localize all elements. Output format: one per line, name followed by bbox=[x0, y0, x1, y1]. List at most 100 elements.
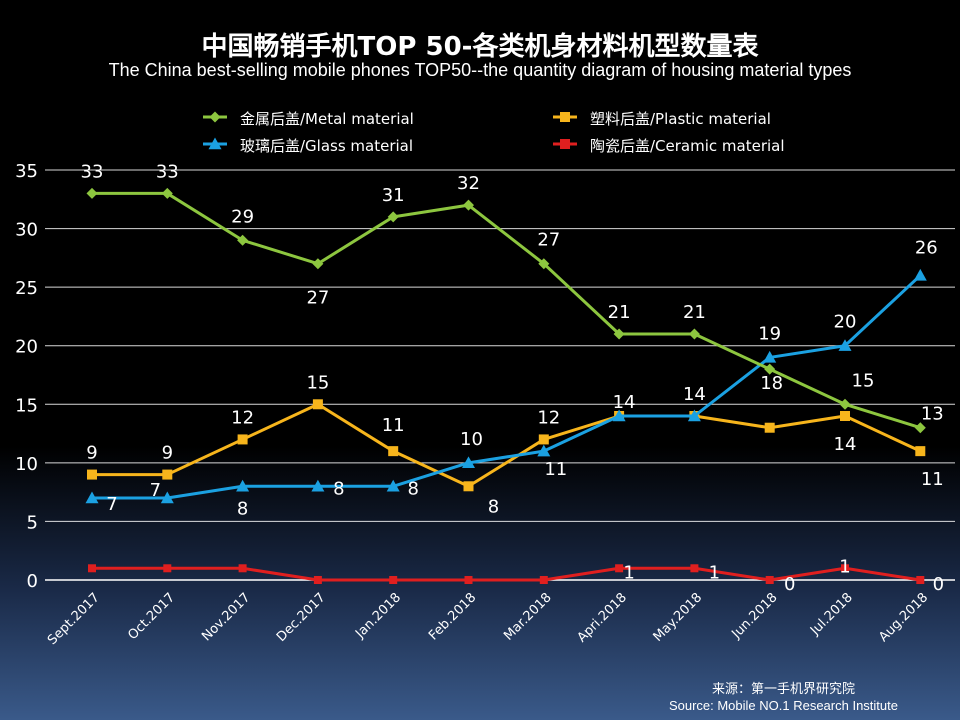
data-label-metal-6: 27 bbox=[537, 230, 560, 251]
x-axis-ticks: Sept.2017 Oct.2017 Nov.2017 Dec.2017 Jan.201… bbox=[45, 590, 931, 648]
point-ceramic-8 bbox=[690, 564, 699, 573]
data-label-metal-3: 27 bbox=[306, 288, 329, 309]
point-glass-4 bbox=[386, 479, 400, 492]
series-lines bbox=[85, 187, 927, 584]
legend-glass[interactable]: 玻璃后盖/Glass material bbox=[240, 135, 413, 156]
point-plastic-3 bbox=[312, 399, 323, 410]
point-metal-9 bbox=[764, 363, 776, 375]
point-plastic-10 bbox=[840, 411, 850, 421]
y-tick-label-5: 5 bbox=[27, 512, 38, 533]
source-note: 来源：第一手机界研究院 Source: Mobile NO.1 Research… bbox=[669, 680, 898, 714]
point-metal-5 bbox=[463, 199, 474, 211]
y-tick-label-35: 35 bbox=[15, 161, 38, 182]
y-tick-label-25: 25 bbox=[15, 278, 38, 299]
data-label-plastic-11: 11 bbox=[921, 469, 944, 490]
x-tick-label-4: Jan.2018 bbox=[352, 590, 404, 642]
data-label-plastic-5: 8 bbox=[488, 496, 499, 517]
point-metal-2 bbox=[237, 234, 249, 246]
point-ceramic-10 bbox=[841, 564, 849, 573]
point-glass-1 bbox=[160, 491, 174, 504]
data-label-glass-5: 10 bbox=[460, 429, 483, 450]
data-label-plastic-1: 9 bbox=[162, 443, 173, 464]
y-tick-label-10: 10 bbox=[15, 454, 38, 475]
point-ceramic-1 bbox=[163, 564, 172, 573]
data-label-plastic-6: 12 bbox=[537, 407, 560, 428]
data-label-ceramic-8: 1 bbox=[709, 562, 720, 583]
point-metal-0 bbox=[86, 187, 98, 199]
x-tick-label-1: Oct.2017 bbox=[125, 590, 178, 643]
legend-metal-label: 金属后盖/Metal material bbox=[240, 110, 414, 128]
point-plastic-0 bbox=[87, 469, 97, 480]
point-ceramic-0 bbox=[88, 564, 96, 573]
point-plastic-9 bbox=[764, 422, 775, 433]
point-glass-9 bbox=[763, 350, 777, 363]
data-label-glass-2: 8 bbox=[237, 498, 248, 519]
legend-plastic[interactable]: 塑料后盖/Plastic material bbox=[590, 108, 771, 129]
series-line-ceramic bbox=[92, 566, 921, 582]
point-metal-11 bbox=[914, 422, 926, 434]
y-tick-label-0: 0 bbox=[27, 571, 38, 592]
data-label-plastic-3: 15 bbox=[306, 372, 329, 393]
data-label-metal-10: 15 bbox=[852, 370, 875, 391]
point-glass-8 bbox=[687, 409, 701, 422]
point-ceramic-11 bbox=[916, 576, 925, 584]
point-metal-10 bbox=[839, 398, 851, 410]
x-tick-label-6: Mar.2018 bbox=[501, 590, 554, 643]
point-metal-8 bbox=[688, 328, 700, 340]
point-glass-5 bbox=[462, 456, 475, 469]
point-plastic-6 bbox=[538, 434, 549, 445]
chart-title: 中国畅销手机TOP 50-各类机身材料机型数量表 bbox=[201, 32, 759, 62]
data-label-plastic-8: 14 bbox=[683, 384, 706, 405]
point-glass-7 bbox=[612, 409, 626, 422]
x-tick-label-2: Nov.2017 bbox=[199, 590, 253, 644]
x-tick-label-5: Feb.2018 bbox=[426, 590, 479, 643]
legend-metal[interactable]: 金属后盖/Metal material bbox=[240, 108, 414, 129]
point-ceramic-6 bbox=[539, 576, 548, 584]
data-label-glass-3: 8 bbox=[333, 478, 344, 499]
source-en: Source: Mobile NO.1 Research Institute bbox=[668, 698, 898, 713]
point-glass-3 bbox=[311, 479, 325, 492]
point-ceramic-2 bbox=[238, 564, 247, 573]
data-label-metal-1: 33 bbox=[156, 161, 179, 182]
data-label-glass-11: 26 bbox=[915, 237, 938, 258]
y-tick-label-30: 30 bbox=[15, 220, 38, 241]
data-label-metal-11: 13 bbox=[921, 404, 944, 425]
point-glass-0 bbox=[85, 491, 99, 504]
point-glass-10 bbox=[838, 339, 852, 351]
legend-marker-metal bbox=[209, 111, 221, 123]
legend-ceramic[interactable]: 陶瓷后盖/Ceramic material bbox=[590, 135, 785, 156]
data-label-metal-4: 31 bbox=[382, 185, 405, 206]
x-tick-label-8: May.2018 bbox=[651, 590, 706, 645]
legend-glass-label: 玻璃后盖/Glass material bbox=[240, 137, 414, 155]
data-label-metal-0: 33 bbox=[81, 161, 104, 182]
legend-markers bbox=[203, 111, 577, 150]
point-metal-7 bbox=[613, 328, 625, 340]
legend-marker-glass bbox=[208, 137, 222, 150]
point-metal-6 bbox=[538, 258, 550, 270]
x-tick-label-3: Dec.2017 bbox=[274, 590, 329, 645]
point-glass-11 bbox=[913, 268, 927, 281]
series-line-plastic bbox=[92, 402, 921, 488]
data-label-ceramic-11: 0 bbox=[933, 574, 944, 595]
y-tick-label-15: 15 bbox=[15, 395, 38, 416]
point-ceramic-3 bbox=[313, 576, 322, 584]
y-axis-ticks: 0 5 10 15 20 25 30 35 bbox=[15, 161, 38, 592]
data-label-plastic-2: 12 bbox=[231, 407, 254, 428]
data-label-plastic-10: 14 bbox=[834, 434, 857, 455]
data-label-glass-6: 11 bbox=[544, 459, 567, 480]
data-label-ceramic-9: 0 bbox=[784, 574, 795, 595]
x-tick-label-9: Jun.2018 bbox=[729, 590, 781, 642]
point-metal-4 bbox=[387, 211, 399, 223]
x-tick-label-11: Aug.2018 bbox=[876, 590, 931, 645]
legend-ceramic-label: 陶瓷后盖/Ceramic material bbox=[590, 137, 785, 155]
data-label-glass-10: 20 bbox=[834, 312, 857, 333]
point-plastic-11 bbox=[915, 446, 926, 457]
data-label-plastic-7: 14 bbox=[613, 392, 636, 413]
y-tick-label-20: 20 bbox=[15, 337, 38, 358]
legend-marker-plastic bbox=[560, 112, 570, 122]
point-plastic-5 bbox=[463, 481, 474, 492]
data-label-ceramic-7: 1 bbox=[623, 562, 634, 583]
data-label-metal-8: 21 bbox=[683, 302, 706, 323]
point-plastic-4 bbox=[388, 446, 399, 457]
